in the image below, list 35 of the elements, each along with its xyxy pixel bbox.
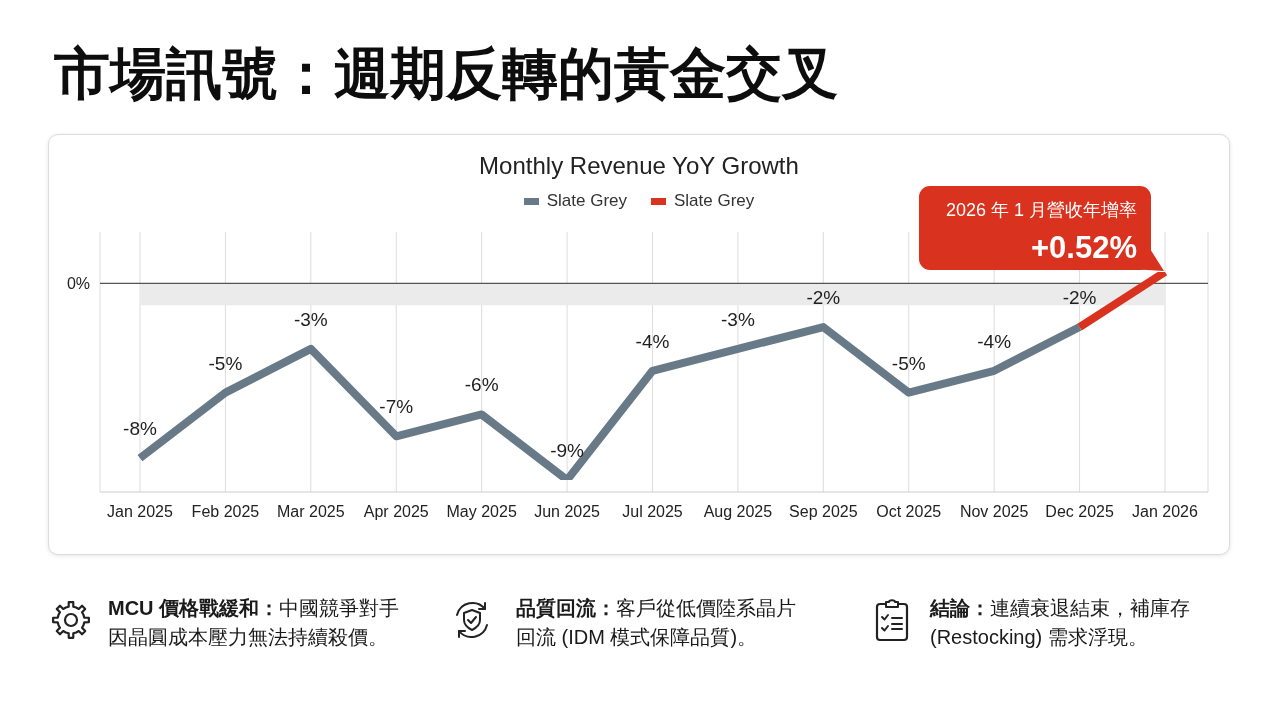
text: 品質回流：客戶從低價陸系晶片回流 (IDM 模式保障品質)。 bbox=[516, 597, 796, 648]
text: 結論：連續衰退結束，補庫存 (Restocking) 需求浮現。 bbox=[930, 597, 1190, 648]
data-label: -5% bbox=[891, 352, 926, 374]
x-tick-label: Aug 2025 bbox=[703, 503, 773, 521]
data-label: -8% bbox=[123, 418, 157, 440]
x-tick-label: Mar 2025 bbox=[277, 503, 345, 521]
data-label: -3% bbox=[293, 308, 328, 330]
data-label: -6% bbox=[464, 374, 499, 396]
x-tick-label: Feb 2025 bbox=[191, 503, 260, 521]
data-label: -5% bbox=[208, 352, 243, 374]
data-label: -4% bbox=[635, 330, 670, 352]
text: 2026 年 1 月營收年增率 bbox=[945, 200, 1137, 220]
data-label: -9% bbox=[550, 440, 585, 461]
text: MCU 價格戰緩和：中國競爭對手因晶圓成本壓力無法持續殺價。 bbox=[108, 597, 400, 648]
data-label: -2% bbox=[1062, 287, 1097, 309]
data-label: -3% bbox=[721, 308, 755, 330]
data-label: -7% bbox=[379, 396, 414, 418]
chart-subtitle: Monthly Revenue YoY Growth bbox=[478, 151, 800, 181]
data-label: -4% bbox=[977, 330, 1012, 352]
x-tick-label: Sep 2025 bbox=[789, 503, 858, 521]
x-tick-label: Apr 2025 bbox=[363, 503, 429, 521]
x-tick-label: May 2025 bbox=[446, 503, 517, 521]
x-tick-label: Jan 2025 bbox=[107, 503, 174, 521]
x-tick-label: Oct 2025 bbox=[876, 503, 942, 521]
chart-title: 市場訊號：週期反轉的黃金交叉 bbox=[54, 41, 838, 107]
data-label: -2% bbox=[806, 287, 841, 309]
data-label: +0.52% bbox=[1030, 230, 1137, 265]
x-tick-label: Nov 2025 bbox=[959, 503, 1029, 521]
x-tick-label: Jan 2026 bbox=[1132, 503, 1199, 521]
ref-line-label: 0% bbox=[66, 275, 90, 293]
x-tick-label: Jul 2025 bbox=[622, 503, 683, 521]
legend-label: Slate Grey bbox=[546, 191, 627, 211]
x-tick-label: Jun 2025 bbox=[534, 503, 601, 521]
x-tick-label: Dec 2025 bbox=[1045, 503, 1114, 521]
legend-label: Slate Grey bbox=[674, 191, 755, 211]
